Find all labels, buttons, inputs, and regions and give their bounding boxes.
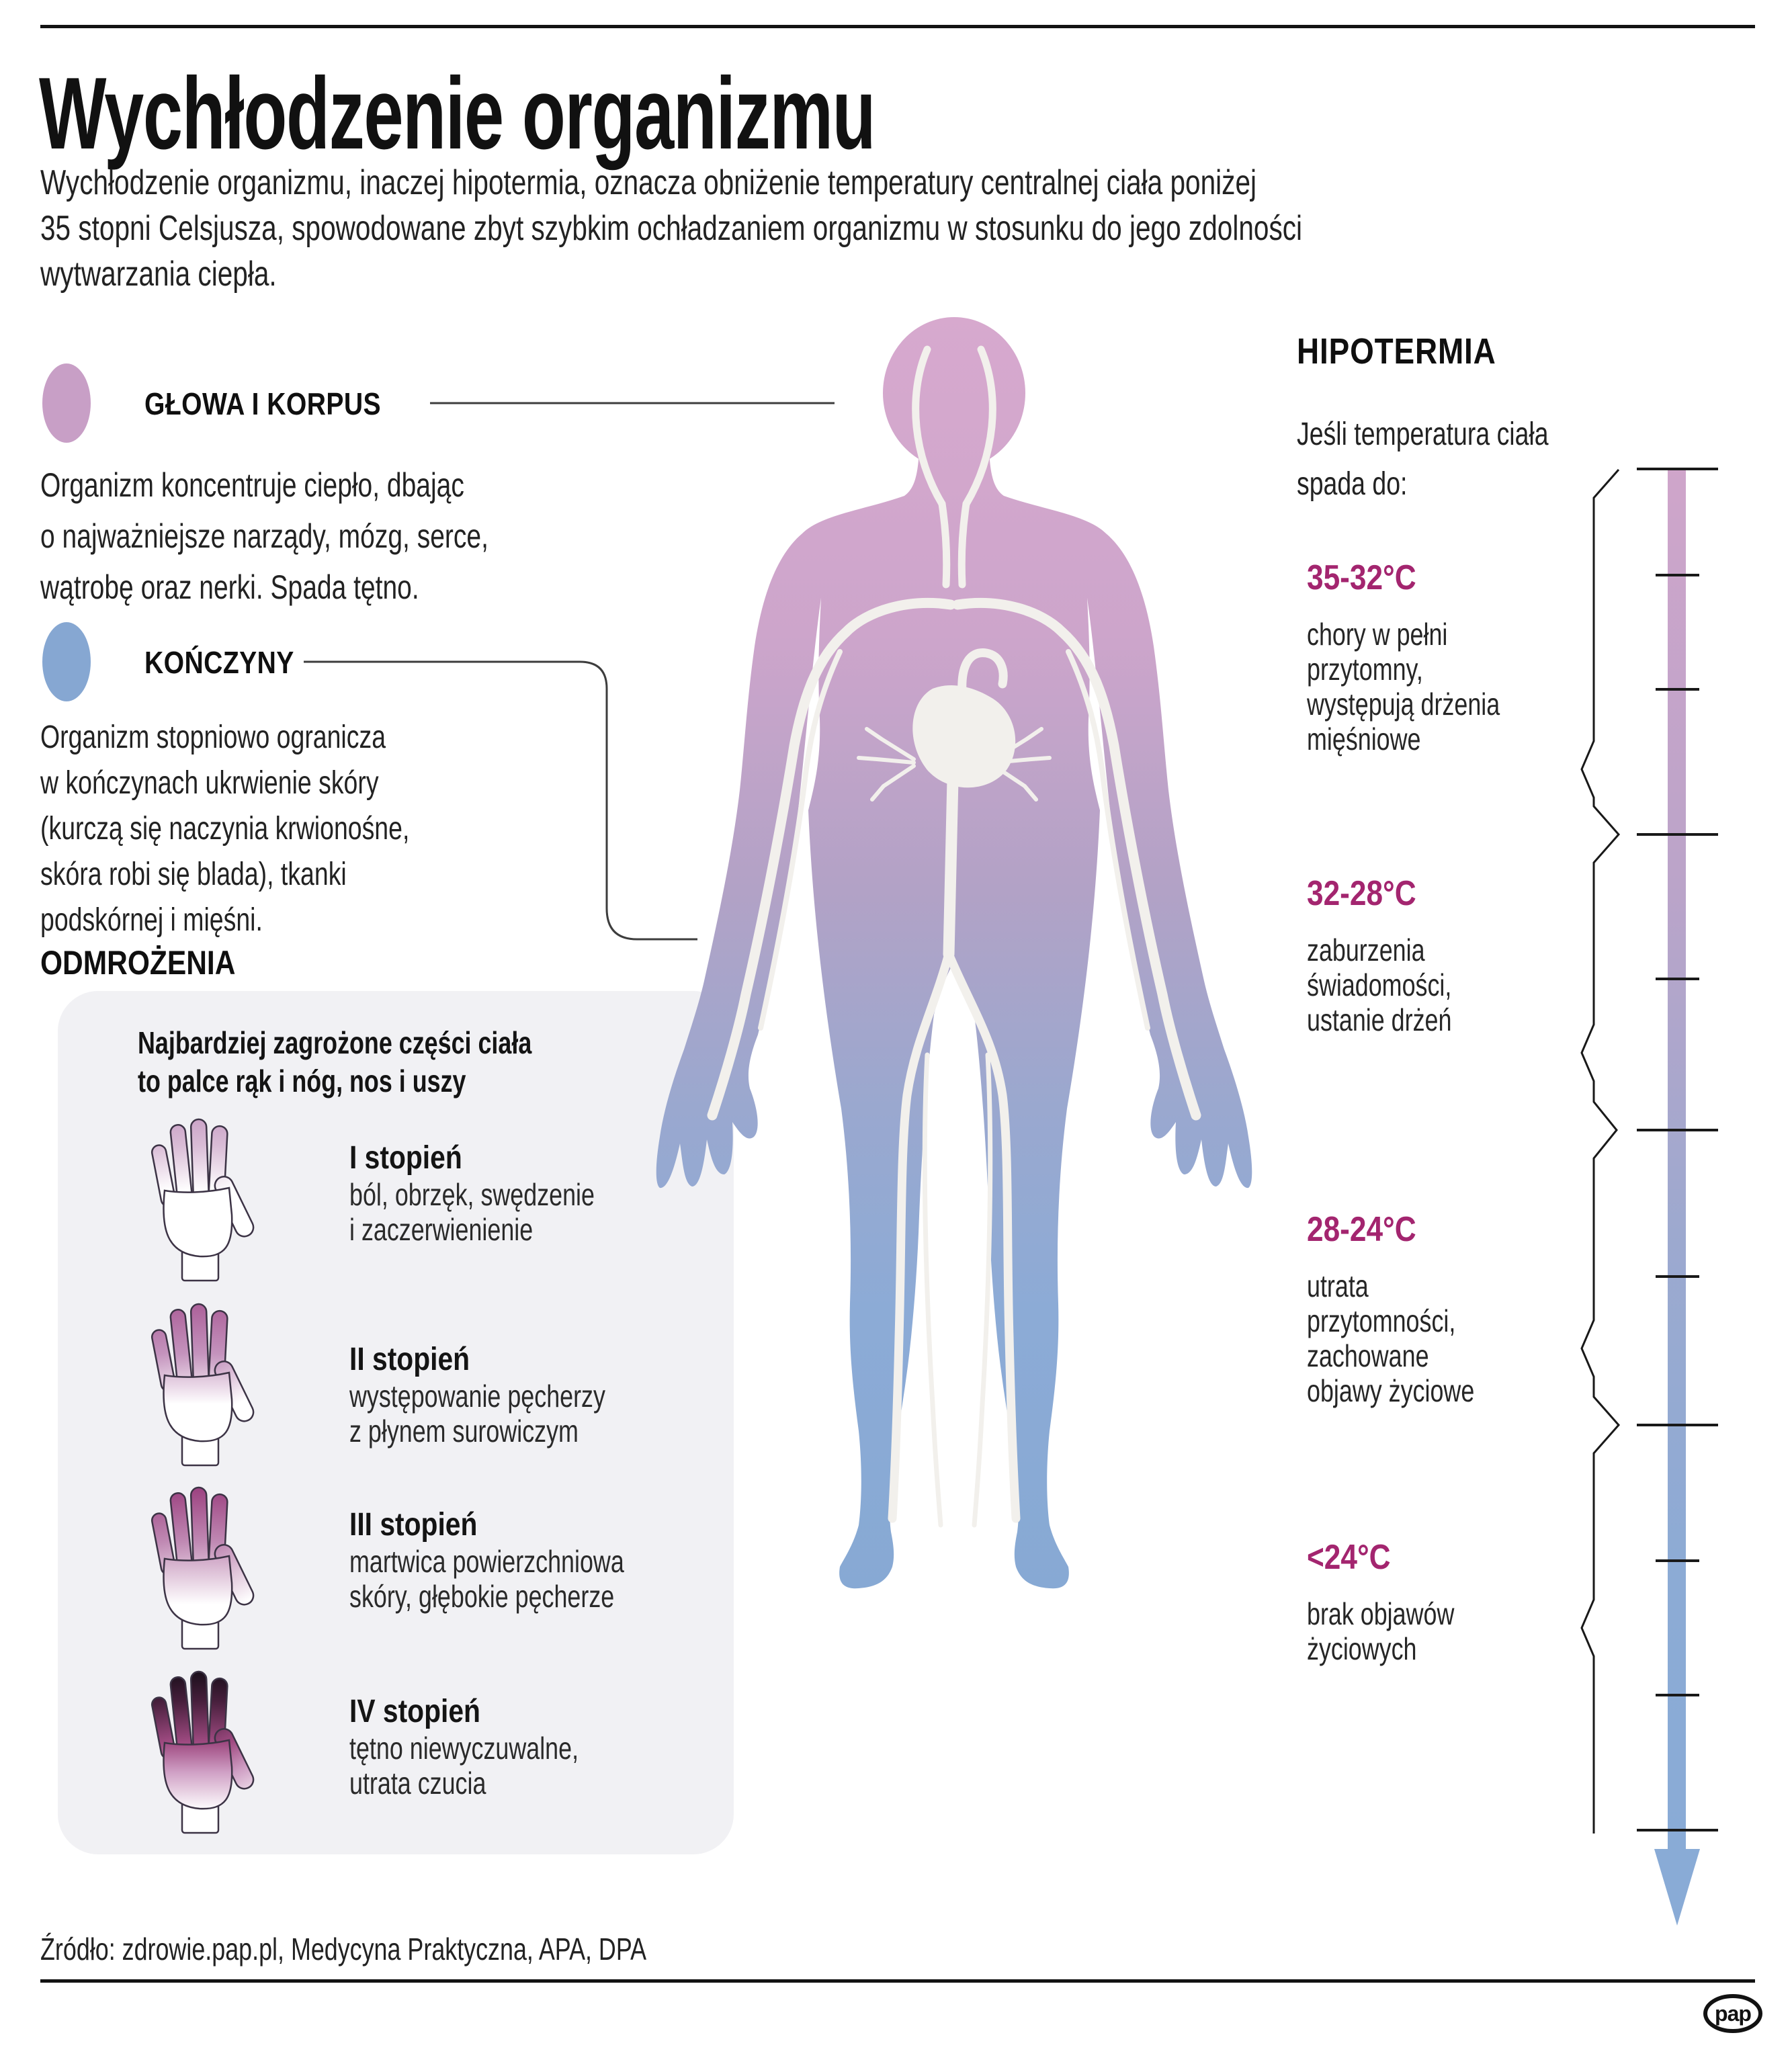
top-rule <box>40 25 1755 28</box>
degree-3-desc: martwica powierzchniowa skóry, głębokie p… <box>349 1544 624 1614</box>
stage-2-desc: zaburzenia świadomości, ustanie drżeń <box>1307 933 1452 1037</box>
source-line: Źródło: zdrowie.pap.pl, Medycyna Praktyc… <box>40 1932 647 1967</box>
section-hypothermia-label: HIPOTERMIA <box>1297 331 1496 372</box>
body-torso-limbs <box>656 450 1252 1589</box>
degree-3-label: III stopień <box>349 1507 478 1543</box>
head-torso-bullet-icon <box>42 363 91 443</box>
frostbite-intro: Najbardziej zagrożone części ciała to pal… <box>138 1025 532 1098</box>
section-limbs-label: KOŃCZYNY <box>144 645 294 680</box>
human-body-silhouette <box>656 317 1252 1589</box>
limbs-bullet-icon <box>42 622 91 701</box>
pap-logo-text: pap <box>1715 2001 1751 2026</box>
scale-ticks <box>1637 468 1718 1831</box>
degree-4-desc: tętno niewyczuwalne, utrata czucia <box>349 1731 579 1801</box>
stage-4-desc: brak objawów życiowych <box>1307 1596 1455 1666</box>
degree-4-label: IV stopień <box>349 1694 480 1729</box>
stage-3-desc: utrata przytomności, zachowane objawy życio… <box>1307 1268 1475 1408</box>
arrow-down-icon <box>1654 1849 1700 1926</box>
temperature-bar <box>1668 469 1686 1853</box>
blood-vessels <box>707 345 1201 1528</box>
stage-4-temp: <24°C <box>1307 1538 1391 1577</box>
degree-1-desc: ból, obrzęk, swędzenie i zaczerwienienie <box>349 1177 595 1247</box>
head-torso-paragraph: Organizm koncentruje ciepło, dbając o naj… <box>40 466 488 606</box>
degree-1-label: I stopień <box>349 1140 462 1176</box>
stage-1-temp: 35-32°C <box>1307 558 1416 597</box>
limbs-leader-line <box>304 660 697 941</box>
heart-shape <box>912 685 1016 788</box>
pap-logo: pap <box>1703 1994 1762 2033</box>
stage-3-temp: 28-24°C <box>1307 1210 1416 1249</box>
page-title: Wychłodzenie organizmu <box>39 56 876 171</box>
section-frostbite-label: ODMROŻENIA <box>40 944 236 982</box>
degree-2-desc: występowanie pęcherzy z płynem surowiczym <box>349 1379 605 1449</box>
intro-paragraph: Wychłodzenie organizmu, inaczej hipoterm… <box>40 163 1303 294</box>
degree-2-label: II stopień <box>349 1342 470 1377</box>
section-head-torso-label: GŁOWA I KORPUS <box>144 386 382 421</box>
stage-1-desc: chory w pełni przytomny, występują drżenia… <box>1307 617 1500 757</box>
hypothermia-intro: Jeśli temperatura ciała spada do: <box>1297 417 1549 502</box>
limbs-paragraph: Organizm stopniowo ogranicza w kończynach… <box>40 720 410 938</box>
stage-braces <box>1580 469 1620 1834</box>
stage-2-temp: 32-28°C <box>1307 874 1416 913</box>
bottom-rule <box>40 1979 1755 1983</box>
